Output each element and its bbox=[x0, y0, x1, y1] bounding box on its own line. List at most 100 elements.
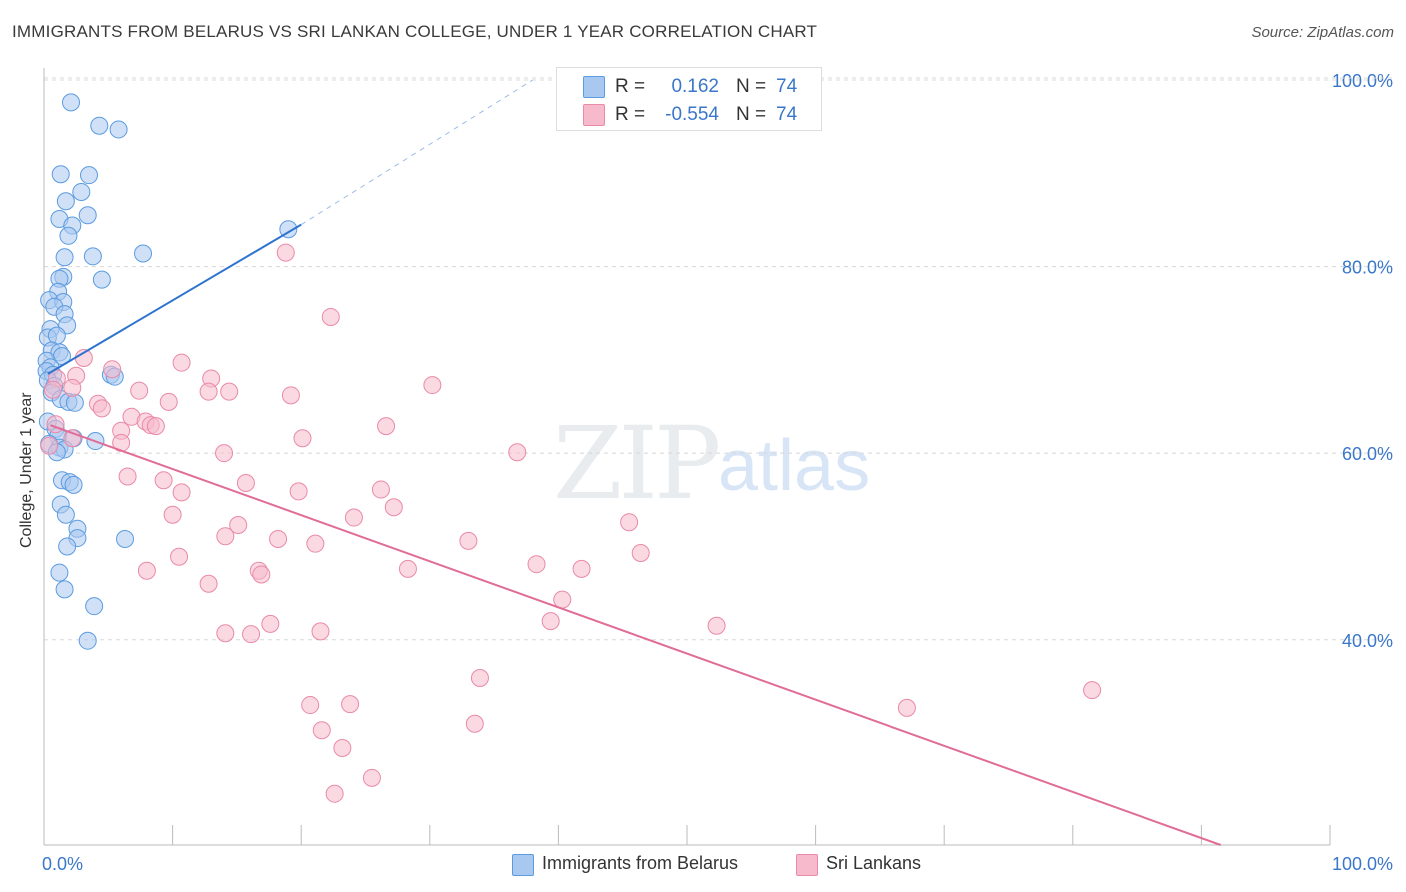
point-belarus bbox=[55, 248, 74, 267]
watermark-zip: ZIP bbox=[553, 405, 721, 522]
point-srilankans bbox=[553, 590, 572, 609]
point-srilankans bbox=[311, 622, 330, 641]
point-belarus bbox=[51, 165, 70, 184]
x-tick-label: 100.0% bbox=[1332, 854, 1393, 874]
n-value: 74 bbox=[776, 104, 798, 125]
point-srilankans bbox=[631, 543, 650, 562]
point-srilankans bbox=[344, 508, 363, 527]
point-belarus bbox=[78, 206, 97, 225]
point-srilankans bbox=[281, 386, 300, 405]
stats-box: R = 0.162 N = 74 R = -0.554 N = 74 bbox=[556, 67, 822, 131]
point-belarus bbox=[116, 530, 135, 548]
y-tick-label: 100.0% bbox=[1332, 71, 1393, 91]
point-belarus bbox=[65, 393, 84, 412]
point-srilankans bbox=[470, 669, 489, 688]
belarus-swatch bbox=[583, 76, 605, 98]
n-label: N = bbox=[736, 104, 767, 125]
point-srilankans bbox=[170, 547, 189, 566]
point-srilankans bbox=[199, 382, 218, 401]
point-srilankans bbox=[199, 574, 218, 593]
point-srilankans bbox=[220, 382, 239, 401]
point-srilankans bbox=[325, 784, 344, 803]
r-value: 0.162 bbox=[671, 76, 719, 97]
r-value: -0.554 bbox=[665, 104, 719, 125]
point-srilankans bbox=[1083, 681, 1102, 700]
point-srilankans bbox=[423, 376, 442, 395]
point-srilankans bbox=[269, 530, 288, 548]
trendline-belarus bbox=[47, 223, 302, 375]
point-srilankans bbox=[321, 307, 340, 326]
point-srilankans bbox=[236, 474, 255, 493]
point-srilankans bbox=[146, 417, 165, 436]
point-srilankans bbox=[289, 482, 308, 501]
point-srilankans bbox=[163, 505, 182, 524]
point-belarus bbox=[134, 244, 153, 263]
watermark-atlas: atlas bbox=[718, 426, 871, 506]
n-value: 74 bbox=[776, 76, 798, 97]
point-srilankans bbox=[154, 471, 173, 490]
point-srilankans bbox=[384, 498, 403, 517]
point-belarus bbox=[92, 270, 111, 289]
point-srilankans bbox=[229, 516, 248, 535]
point-srilankans bbox=[465, 714, 484, 733]
legend-label-srilankans: Sri Lankans bbox=[826, 853, 922, 873]
point-belarus bbox=[56, 192, 75, 211]
point-srilankans bbox=[130, 381, 149, 400]
point-srilankans bbox=[897, 698, 916, 717]
point-srilankans bbox=[377, 417, 396, 436]
point-srilankans bbox=[261, 614, 280, 633]
trendline-srilankans bbox=[50, 424, 1222, 846]
point-srilankans bbox=[44, 380, 63, 399]
point-srilankans bbox=[620, 513, 639, 532]
point-belarus bbox=[85, 597, 104, 616]
point-srilankans bbox=[215, 444, 234, 463]
point-srilankans bbox=[541, 612, 560, 631]
stats-row-srilankans: R = -0.554 N = 74 bbox=[557, 100, 821, 128]
point-srilankans bbox=[341, 695, 360, 714]
point-srilankans bbox=[276, 243, 295, 262]
point-belarus bbox=[83, 247, 102, 266]
y-tick-label: 40.0% bbox=[1342, 631, 1393, 651]
point-belarus bbox=[50, 563, 69, 582]
legend-label-belarus: Immigrants from Belarus bbox=[542, 853, 739, 873]
point-belarus bbox=[64, 475, 83, 494]
point-srilankans bbox=[242, 625, 261, 644]
point-srilankans bbox=[216, 624, 235, 643]
point-belarus bbox=[56, 505, 75, 524]
point-srilankans bbox=[459, 531, 478, 550]
point-srilankans bbox=[40, 436, 59, 455]
point-srilankans bbox=[572, 559, 591, 578]
point-srilankans bbox=[527, 555, 546, 574]
point-srilankans bbox=[293, 429, 312, 448]
point-belarus bbox=[279, 220, 298, 239]
point-srilankans bbox=[398, 559, 417, 578]
point-srilankans bbox=[371, 480, 390, 499]
point-srilankans bbox=[301, 696, 320, 715]
point-srilankans bbox=[362, 768, 381, 787]
point-belarus bbox=[58, 537, 77, 556]
point-srilankans bbox=[216, 527, 235, 546]
y-axis-label: College, Under 1 year bbox=[18, 392, 35, 548]
point-srilankans bbox=[252, 565, 271, 584]
point-srilankans bbox=[103, 360, 122, 379]
point-srilankans bbox=[92, 399, 111, 418]
point-srilankans bbox=[306, 534, 325, 553]
point-belarus bbox=[47, 326, 66, 345]
r-label: R = bbox=[615, 104, 646, 125]
point-belarus bbox=[55, 580, 74, 599]
trendline-belarus-extension bbox=[300, 79, 533, 226]
legend-swatch-belarus bbox=[512, 854, 534, 876]
srilankans-swatch bbox=[583, 104, 605, 126]
r-label: R = bbox=[615, 76, 646, 97]
point-belarus bbox=[78, 631, 97, 650]
point-srilankans bbox=[172, 353, 191, 372]
point-srilankans bbox=[137, 561, 156, 580]
point-belarus bbox=[62, 93, 81, 112]
y-tick-label: 60.0% bbox=[1342, 444, 1393, 464]
source-label: Source: ZipAtlas.com bbox=[1251, 24, 1394, 41]
point-srilankans bbox=[312, 721, 331, 740]
n-label: N = bbox=[736, 76, 767, 97]
x-tick-label: 0.0% bbox=[42, 854, 83, 874]
point-belarus bbox=[80, 166, 99, 185]
